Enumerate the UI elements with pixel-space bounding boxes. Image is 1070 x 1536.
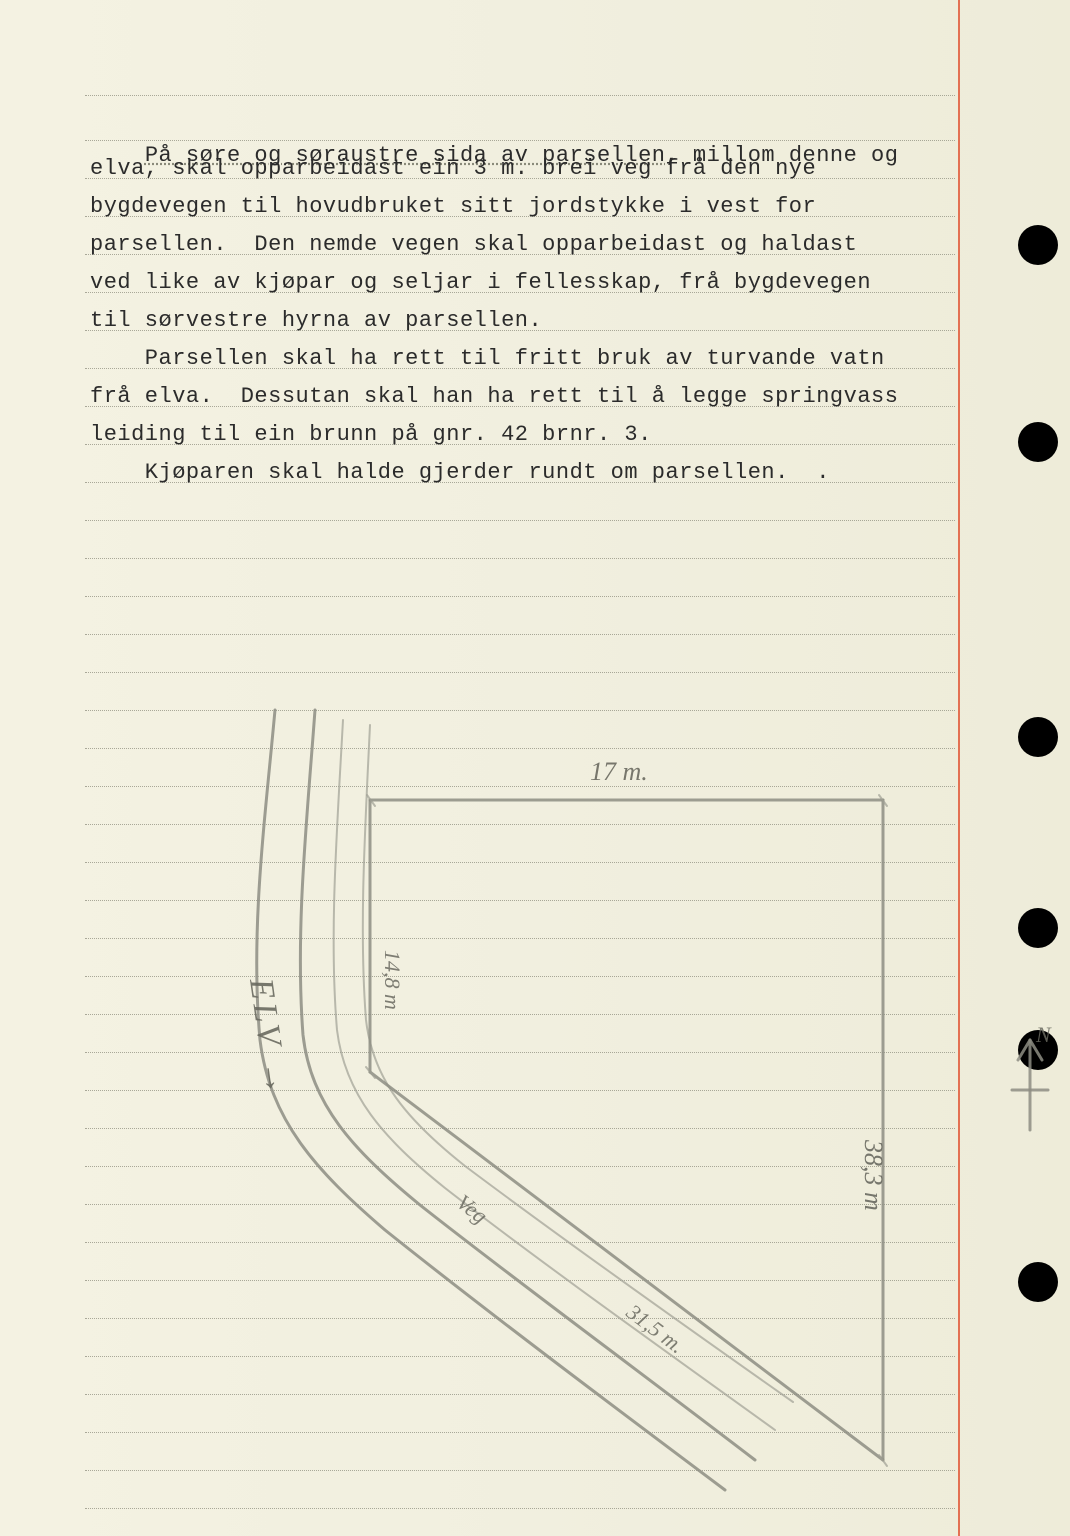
binder-hole	[1018, 717, 1058, 757]
body-line-5: ved like av kjøpar og seljar i fellesska…	[90, 270, 950, 295]
river-label-group: ELV →	[242, 975, 296, 1101]
margin-rule-line	[958, 0, 960, 1536]
dim-label-left: 14,8 m	[380, 950, 405, 1010]
body-line-3: bygdevegen til hovudbruket sitt jordstyk…	[90, 194, 950, 219]
binder-hole	[1018, 1262, 1058, 1302]
north-label: N	[1035, 1022, 1052, 1047]
binder-hole	[1018, 908, 1058, 948]
binder-hole	[1018, 422, 1058, 462]
ruled-line	[85, 596, 955, 598]
corner-ticks	[366, 795, 887, 1466]
road-edge-right	[363, 725, 793, 1402]
north-arrow: N	[1000, 1020, 1060, 1140]
sketch-svg: 17 m. 14,8 m 38,3 m 31,5 m. Veg ELV →	[85, 700, 955, 1520]
body-line-6: til sørvestre hyrna av parsellen.	[90, 308, 950, 333]
river-label: ELV →	[242, 975, 296, 1101]
parcel-sketch: 17 m. 14,8 m 38,3 m 31,5 m. Veg ELV →	[85, 700, 955, 1520]
ruled-line	[85, 520, 955, 522]
document-page: På søre og søraustre sida av parsellen, …	[0, 0, 1070, 1536]
dim-label-right: 38,3 m	[859, 1139, 888, 1211]
body-line-8: frå elva. Dessutan skal han ha rett til …	[90, 384, 950, 409]
ruled-line	[85, 95, 955, 97]
binder-hole	[1018, 225, 1058, 265]
body-line-4: parsellen. Den nemde vegen skal opparbei…	[90, 232, 950, 257]
dim-label-top: 17 m.	[590, 757, 648, 786]
ruled-line	[85, 672, 955, 674]
north-arrow-svg: N	[1000, 1020, 1060, 1140]
ruled-line	[85, 558, 955, 560]
ruled-line	[85, 634, 955, 636]
river-bank-left	[257, 710, 725, 1490]
body-line-2: elva, skal opparbeidast ein 3 m. brei ve…	[90, 156, 950, 181]
parcel-bottom-edge	[370, 1072, 883, 1460]
body-line-7: Parsellen skal ha rett til fritt bruk av…	[90, 346, 950, 371]
road-edge-left	[334, 720, 775, 1430]
body-line-10: Kjøparen skal halde gjerder rundt om par…	[90, 460, 950, 485]
road-label: Veg	[452, 1189, 492, 1228]
body-line-9: leiding til ein brunn på gnr. 42 brnr. 3…	[90, 422, 950, 447]
